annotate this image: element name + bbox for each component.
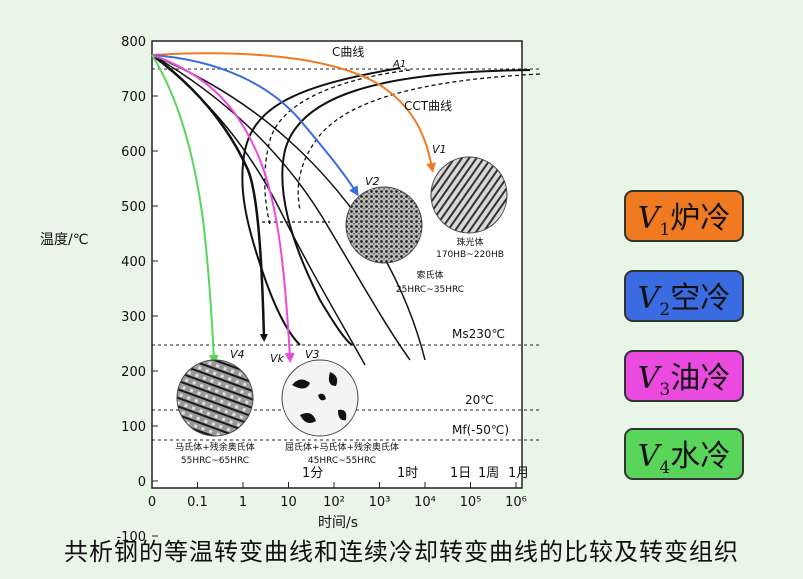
x-tick-label: 10 <box>280 495 297 510</box>
c-curve-start <box>241 67 401 346</box>
pearlite-hardness: 170HB~220HB <box>436 250 504 260</box>
time-mark-day: 1日 <box>450 466 471 481</box>
martensite-name: 马氏体+残余奥氏体 <box>175 441 255 453</box>
legend-v2-sub: 2 <box>659 299 671 320</box>
x-tick-label: 10⁴ <box>414 495 436 510</box>
legend-v1-text: 炉冷 <box>670 200 731 236</box>
y-tick-label: 800 <box>121 35 146 50</box>
ms-label: Ms230℃ <box>452 327 505 341</box>
x-axis-ticks: 0 0.1 1 10 10² 10³ 10⁴ 10⁵ 10⁶ <box>148 482 527 510</box>
cct-curve-finish <box>297 73 541 211</box>
x-tick-label: 10⁶ <box>505 495 527 510</box>
x-tick-label: 10² <box>323 495 345 510</box>
legend-v4-water-cooling: V4水冷 <box>624 428 744 480</box>
cooling-curve-b <box>151 54 366 366</box>
legend-v3-text: 油冷 <box>670 360 731 396</box>
cct-curve-start <box>264 69 411 226</box>
legend-v1-furnace-cooling: V1炉冷 <box>624 190 744 242</box>
v4-rate-label: V4 <box>230 348 245 361</box>
sorbite-name: 索氏体 <box>416 269 443 281</box>
time-mark-minute: 1分 <box>302 466 323 481</box>
legend-v3-oil-cooling: V3油冷 <box>624 350 744 402</box>
legend-v4-text: 水冷 <box>670 438 731 474</box>
micrograph-sorbite <box>345 186 423 264</box>
legend-v4-sub: 4 <box>659 457 671 478</box>
time-mark-month: 1月 <box>508 466 529 481</box>
cooling-curve-a <box>151 54 411 361</box>
y-tick-label: 600 <box>121 145 146 160</box>
x-tick-label: 10³ <box>369 495 391 510</box>
v3-rate-label: V3 <box>305 348 320 361</box>
x-tick-label: 0 <box>148 495 156 510</box>
v4-curve <box>151 54 219 365</box>
v3-curve <box>151 54 295 363</box>
v2-rate-label: V2 <box>365 175 380 188</box>
micrograph-pearlite <box>430 156 508 234</box>
figure-caption: 共析钢的等温转变曲线和连续冷却转变曲线的比较及转变组织 <box>64 538 739 566</box>
legend-v1-sub: 1 <box>659 219 671 240</box>
v1-rate-label: V1 <box>432 143 447 156</box>
troostite-dark-patches <box>292 372 347 423</box>
y-tick-label: 300 <box>121 310 146 325</box>
legend-v3-sub: 3 <box>659 379 671 400</box>
a1-label: A1 <box>392 59 406 70</box>
y-tick-label: 0 <box>138 475 146 490</box>
legend-v2-text: 空冷 <box>670 280 731 316</box>
x-tick-label: 1 <box>239 495 247 510</box>
y-tick-label: 500 <box>121 200 146 215</box>
x-tick-label: 0.1 <box>187 495 208 510</box>
y-tick-label: 700 <box>121 90 146 105</box>
legend-v1-prefix: V <box>637 200 660 236</box>
cct-curve-label: CCT曲线 <box>404 99 452 113</box>
micrograph-martensite <box>176 359 254 437</box>
v2-curve <box>151 54 359 197</box>
legend-v2-air-cooling: V2空冷 <box>624 270 744 322</box>
legend-v3-prefix: V <box>637 360 660 396</box>
legend-v2-prefix: V <box>637 280 660 316</box>
c-curve-label: C曲线 <box>332 45 364 59</box>
troostite-hardness: 45HRC~55HRC <box>308 456 376 466</box>
troostite-name: 屈氏体+马氏体+残余奥氏体 <box>285 441 399 453</box>
y-axis-ticks: 800 700 600 500 400 300 200 100 0 -100 <box>116 35 158 545</box>
martensite-hardness: 55HRC~65HRC <box>181 456 249 466</box>
room-temp-label: 20℃ <box>465 393 494 407</box>
c-curve-finish <box>281 69 531 346</box>
legend-v4-prefix: V <box>637 438 660 474</box>
y-tick-label: 200 <box>121 365 146 380</box>
y-tick-label: 400 <box>121 255 146 270</box>
time-mark-week: 1周 <box>478 466 499 481</box>
pearlite-name: 珠光体 <box>456 236 483 248</box>
v1-curve <box>151 52 437 173</box>
x-axis-label: 时间/s <box>318 515 358 531</box>
vk-rate-label: Vk <box>270 352 285 365</box>
x-tick-label: 10⁵ <box>460 495 482 510</box>
y-axis-label: 温度/℃ <box>40 232 88 248</box>
mf-label: Mf(-50℃) <box>452 423 509 437</box>
sorbite-hardness: 25HRC~35HRC <box>396 285 464 295</box>
y-tick-label: -100 <box>116 530 146 545</box>
time-mark-hour: 1时 <box>397 466 418 481</box>
y-tick-label: 100 <box>121 420 146 435</box>
